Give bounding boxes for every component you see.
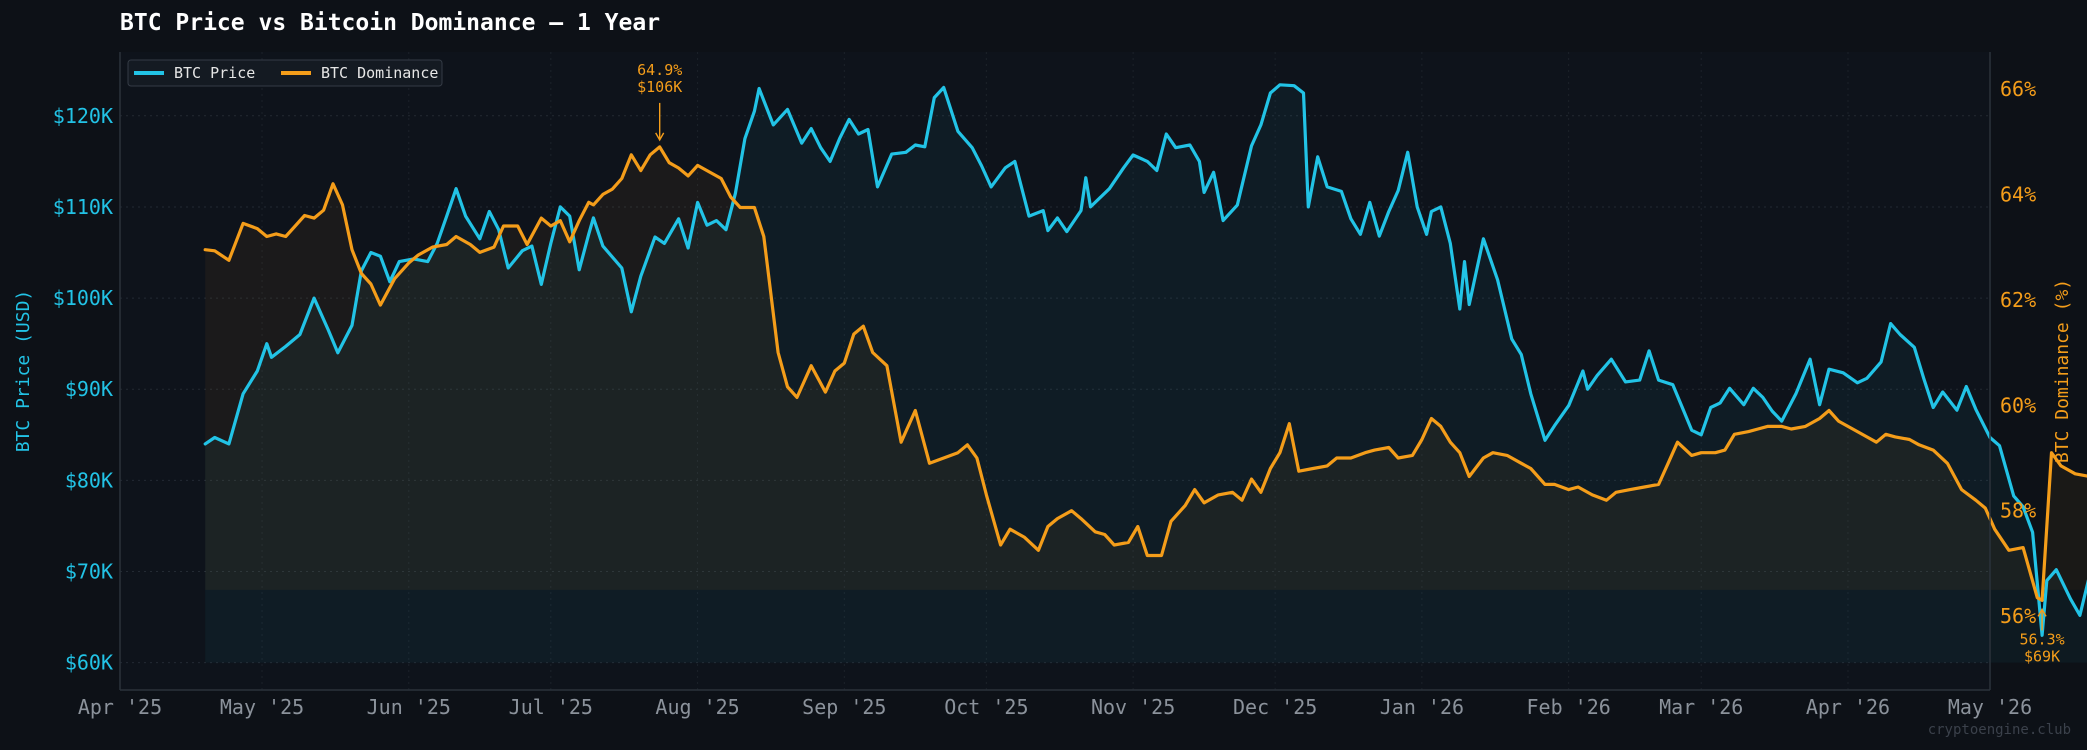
x-tick-label: Jun '25 <box>367 695 451 719</box>
y-left-tick-label: $80K <box>65 468 113 492</box>
y-right-tick-label: 56% <box>2000 604 2036 628</box>
x-tick-label: Apr '25 <box>78 695 162 719</box>
x-tick-label: May '25 <box>220 695 304 719</box>
y-left-tick-label: $120K <box>53 104 113 128</box>
annotation-2: 56.3%$69K <box>2019 607 2065 665</box>
x-tick-label: May '26 <box>1948 695 2032 719</box>
annotation-label: 64.9% <box>637 61 682 79</box>
x-tick-label: Sep '25 <box>802 695 886 719</box>
y-right-tick-label: 64% <box>2000 182 2036 206</box>
y-right-tick-label: 60% <box>2000 393 2036 417</box>
plot-area <box>120 52 1990 690</box>
y-left-tick-label: $70K <box>65 560 113 584</box>
x-tick-label: Jan '26 <box>1380 695 1464 719</box>
legend-label: BTC Dominance <box>321 64 438 82</box>
series-line-2 <box>203 145 2087 602</box>
y-left-tick-label: $90K <box>65 377 113 401</box>
series-line-1 <box>203 83 2087 637</box>
annotation-label: $69K <box>2024 647 2060 665</box>
y-left-axis-label: BTC Price (USD) <box>13 290 34 453</box>
x-tick-label: Mar '26 <box>1659 695 1743 719</box>
x-tick-label: Feb '26 <box>1527 695 1611 719</box>
legend: BTC Price BTC Dominance <box>127 59 443 87</box>
series-area-2 <box>205 146 2087 601</box>
y-right-tick-label: 62% <box>2000 288 2036 312</box>
x-tick-label: Aug '25 <box>655 695 739 719</box>
x-tick-label: Dec '25 <box>1233 695 1317 719</box>
annotation-1: 64.9%$106K <box>637 61 682 142</box>
x-tick-label: Oct '25 <box>944 695 1028 719</box>
x-tick-label: Jul '25 <box>509 695 593 719</box>
y-left-tick-label: $60K <box>65 651 113 675</box>
annotation-label: 56.3% <box>2019 630 2064 648</box>
y-right-tick-label: 66% <box>2000 77 2036 101</box>
annotation-label: $106K <box>637 78 682 96</box>
y-left-tick-label: $100K <box>53 286 113 310</box>
x-tick-label: Nov '25 <box>1091 695 1175 719</box>
x-tick-label: Apr '26 <box>1806 695 1890 719</box>
chart-title: BTC Price vs Bitcoin Dominance — 1 Year <box>120 10 661 36</box>
series-area-1 <box>205 84 2087 663</box>
legend-label: BTC Price <box>174 64 255 82</box>
y-right-axis-label: BTC Dominance (%) <box>2052 279 2073 463</box>
watermark: cryptoengine.club <box>1927 722 2071 738</box>
y-right-tick-label: 58% <box>2000 499 2036 523</box>
y-left-tick-label: $110K <box>53 195 113 219</box>
